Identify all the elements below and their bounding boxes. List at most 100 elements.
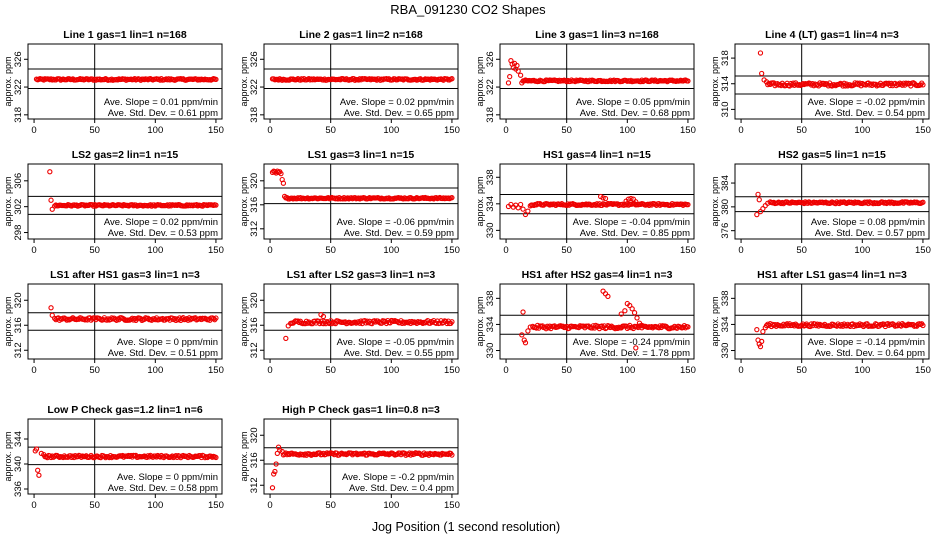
data-point (522, 340, 529, 346)
data-point (319, 451, 325, 458)
y-tick-label: 336 (13, 481, 24, 497)
page-title: RBA_091230 CO2 Shapes (390, 2, 546, 17)
x-tick-label: 0 (738, 365, 743, 376)
plot-frame (734, 43, 930, 120)
data-point (280, 180, 287, 186)
y-tick-label: 334 (485, 317, 496, 333)
x-tick-label: 150 (444, 500, 460, 511)
panel-title: Line 3 gas=1 lin=3 n=168 (535, 29, 659, 41)
data-point (449, 76, 455, 82)
data-point (133, 202, 139, 208)
average-slope-text: Ave. Slope = -0.14 ppm/min (808, 337, 925, 348)
y-tick-label: 380 (720, 199, 731, 215)
x-tick-label: 150 (208, 245, 224, 256)
plot-frame (263, 283, 459, 360)
data-point (525, 208, 531, 214)
average-std-dev-text: Ave. Std. Dev. = 0.85 ppm (580, 228, 690, 239)
x-tick-label: 100 (383, 245, 399, 256)
y-axis-label: approx. ppm (239, 176, 249, 226)
x-tick-label: 0 (267, 245, 272, 256)
data-point (633, 345, 639, 351)
chart-panel: Line 1 gas=1 lin=1 n=168 0 50 100 150 318 322 3… (3, 29, 224, 136)
data-point (300, 77, 306, 83)
data-point (47, 169, 53, 175)
y-tick-label: 334 (485, 196, 496, 212)
x-tick-label: 150 (208, 500, 224, 511)
data-point (760, 328, 766, 335)
average-slope-text: Ave. Slope = 0.08 ppm/min (811, 217, 925, 228)
average-std-dev-text: Ave. Std. Dev. = 0.64 ppm (815, 348, 925, 359)
data-point (302, 451, 308, 457)
average-slope-text: Ave. Slope = 0.02 ppm/min (340, 97, 454, 108)
data-point (629, 306, 635, 312)
y-tick-label: 314 (720, 76, 731, 92)
panel-title: LS2 gas=2 lin=1 n=15 (72, 149, 179, 161)
y-tick-label: 316 (249, 197, 260, 213)
panel-title: HS2 gas=5 lin=1 n=15 (778, 149, 886, 161)
chart-panel: HS1 after LS1 gas=4 lin=1 n=3 0 50 100 150 33… (710, 269, 931, 376)
data-point (507, 73, 513, 80)
data-point (754, 327, 760, 333)
data-point (805, 200, 811, 206)
data-point (757, 50, 764, 56)
y-axis-label: approx. ppm (239, 56, 249, 106)
panel-title: Low P Check gas=1.2 lin=1 n=6 (47, 404, 202, 416)
data-point (412, 319, 419, 326)
average-std-dev-text: Ave. Std. Dev. = 1.78 ppm (580, 348, 690, 359)
chart-panel: High P Check gas=1 lin=0.8 n=3 0 50 100 150 3… (239, 404, 460, 511)
plot-frame (263, 43, 459, 120)
data-point (505, 80, 512, 86)
y-tick-label: 316 (249, 317, 260, 333)
data-point (149, 453, 155, 459)
data-point (197, 315, 203, 322)
average-slope-text: Ave. Slope = 0 ppm/min (117, 472, 218, 483)
x-tick-label: 50 (561, 365, 572, 376)
data-point (113, 317, 120, 323)
average-std-dev-text: Ave. Std. Dev. = 0.59 ppm (344, 228, 454, 239)
data-point (564, 78, 570, 85)
average-std-dev-text: Ave. Std. Dev. = 0.61 ppm (108, 108, 218, 119)
data-point (600, 195, 606, 201)
data-point (920, 82, 926, 88)
data-point (755, 191, 761, 198)
data-point (213, 315, 219, 321)
x-tick-label: 0 (738, 125, 743, 136)
x-tick-label: 150 (208, 365, 224, 376)
x-tick-label: 150 (915, 365, 931, 376)
data-point (48, 197, 54, 203)
data-point (602, 195, 609, 202)
data-point (213, 202, 219, 208)
average-std-dev-text: Ave. Std. Dev. = 0.57 ppm (815, 228, 925, 239)
average-std-dev-text: Ave. Std. Dev. = 0.58 ppm (108, 483, 218, 494)
data-point (618, 311, 624, 317)
y-tick-label: 326 (13, 51, 24, 67)
data-point (825, 83, 832, 89)
x-tick-label: 100 (147, 245, 163, 256)
data-point (920, 322, 926, 329)
data-point (647, 78, 653, 84)
chart-panel: LS1 after HS1 gas=3 lin=1 n=3 0 50 100 150 31… (3, 269, 224, 376)
data-point (605, 293, 611, 300)
average-slope-text: Ave. Slope = -0.05 ppm/min (337, 337, 454, 348)
data-point (320, 313, 327, 320)
x-tick-label: 0 (267, 500, 272, 511)
chart-panel: HS1 gas=4 lin=1 n=15 0 50 100 150 330 334 338ap… (475, 149, 696, 256)
data-point (600, 288, 606, 294)
data-point (49, 206, 55, 212)
panel-title: LS1 after HS1 gas=3 lin=1 n=3 (50, 269, 200, 281)
x-tick-label: 50 (561, 125, 572, 136)
data-point (449, 195, 455, 201)
x-tick-label: 150 (680, 245, 696, 256)
data-point (274, 168, 280, 174)
data-point (756, 197, 762, 203)
y-tick-label: 330 (485, 343, 496, 359)
data-point (685, 324, 691, 330)
data-point (271, 471, 277, 477)
data-point (129, 202, 135, 208)
x-tick-label: 50 (796, 125, 807, 136)
x-tick-label: 50 (89, 125, 100, 136)
chart-panel: LS1 after LS2 gas=3 lin=1 n=3 0 50 100 150 31… (239, 269, 460, 376)
data-point (519, 332, 525, 338)
panel-title: HS1 gas=4 lin=1 n=15 (543, 149, 651, 161)
